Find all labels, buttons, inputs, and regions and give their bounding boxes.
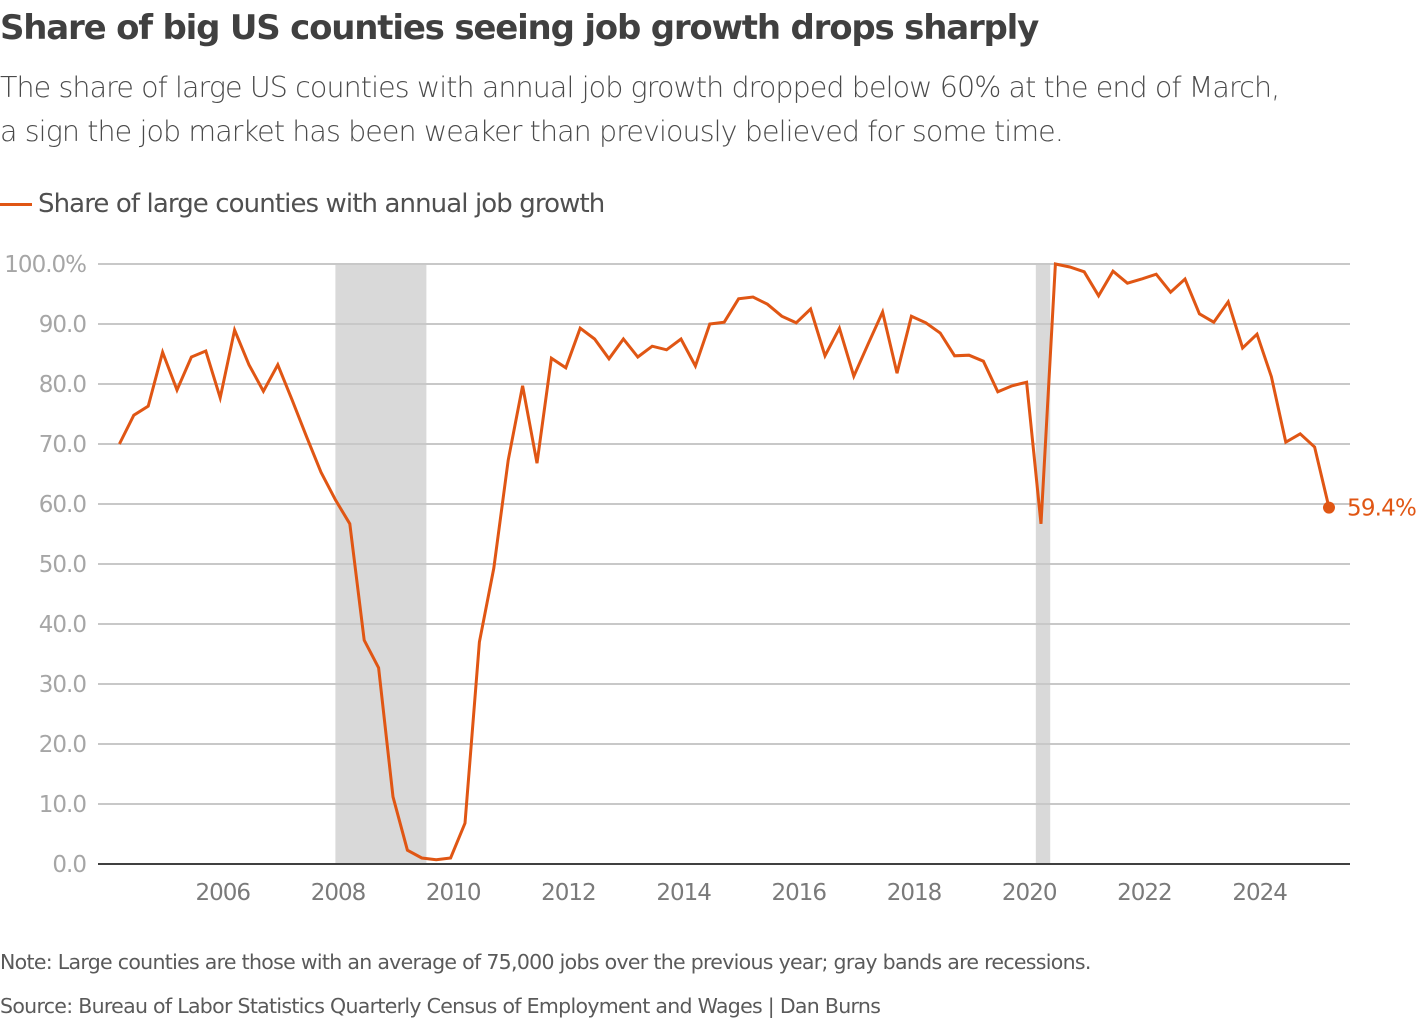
y-axis-ticks: 0.0 10.0 20.0 30.0 40.0 50.0 60.0 70.0 80.0 90.0 1…: [4, 252, 87, 878]
chart-subtitle: The share of large US counties with annu…: [0, 66, 1420, 154]
subtitle-line-1: The share of large US counties with annu…: [0, 71, 1280, 104]
end-value-label: 59.4%: [1347, 496, 1416, 522]
gridlines: [98, 263, 1350, 805]
x-tick-label: 2008: [311, 880, 366, 906]
y-tick-label: 80.0: [39, 372, 87, 398]
x-tick-label: 2012: [541, 880, 596, 906]
y-tick-label: 10.0: [39, 792, 87, 818]
y-tick-label: 60.0: [39, 492, 87, 518]
legend: Share of large counties with annual job …: [0, 186, 605, 222]
y-tick-label: 70.0: [39, 432, 87, 458]
subtitle-line-2: a sign the job market has been weaker th…: [0, 115, 1064, 148]
x-tick-label: 2022: [1117, 880, 1172, 906]
x-axis-ticks: 2006 2008 2010 2012 2014 2016 2018 2020 2022 2024: [196, 880, 1289, 906]
source-credit: Source: Bureau of Labor Statistics Quart…: [0, 994, 881, 1018]
y-tick-label: 20.0: [39, 732, 87, 758]
x-tick-label: 2006: [196, 880, 251, 906]
y-tick-label: 50.0: [39, 552, 87, 578]
chart-title: Share of big US counties seeing job grow…: [0, 8, 1039, 48]
y-tick-label: 30.0: [39, 672, 87, 698]
legend-line-swatch: [0, 202, 32, 206]
line-chart: 0.0 10.0 20.0 30.0 40.0 50.0 60.0 70.0 80.0 90.0 1…: [4, 252, 1417, 906]
footnote: Note: Large counties are those with an a…: [0, 950, 1091, 974]
x-tick-label: 2020: [1002, 880, 1057, 906]
y-tick-label: 100.0%: [4, 252, 86, 278]
x-tick-label: 2016: [772, 880, 827, 906]
y-tick-label: 40.0: [39, 612, 87, 638]
x-tick-label: 2024: [1232, 880, 1287, 906]
x-tick-label: 2018: [887, 880, 942, 906]
annotations: 59.4%: [1322, 496, 1417, 522]
y-tick-label: 0.0: [52, 852, 86, 878]
series-line: [118, 262, 1331, 862]
y-tick-label: 90.0: [39, 312, 87, 338]
series-layer: [118, 262, 1331, 862]
x-tick-label: 2010: [426, 880, 481, 906]
legend-label: Share of large counties with annual job …: [38, 189, 605, 219]
end-point-marker: [1322, 501, 1335, 514]
x-tick-label: 2014: [656, 880, 711, 906]
